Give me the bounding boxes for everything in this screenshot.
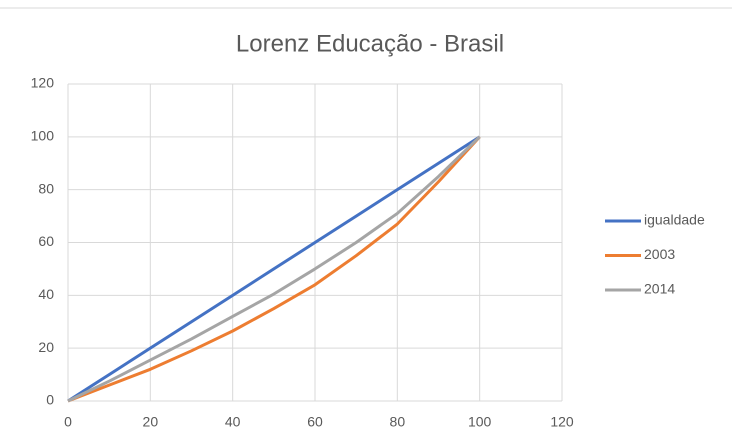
x-tick-label: 20 bbox=[143, 414, 159, 430]
series-line bbox=[67, 135, 481, 403]
y-tick-label: 80 bbox=[38, 180, 54, 196]
x-tick-label: 100 bbox=[468, 414, 492, 430]
legend-label: 2014 bbox=[644, 281, 675, 297]
legend-label: igualdade bbox=[644, 212, 705, 228]
x-tick-label: 80 bbox=[390, 414, 406, 430]
y-tick-label: 0 bbox=[46, 392, 54, 408]
chart-title: Lorenz Educação - Brasil bbox=[236, 30, 504, 57]
y-tick-label: 120 bbox=[31, 75, 55, 91]
y-tick-label: 60 bbox=[38, 233, 54, 249]
x-tick-label: 60 bbox=[307, 414, 323, 430]
y-tick-label: 40 bbox=[38, 286, 54, 302]
x-tick-label: 0 bbox=[64, 414, 72, 430]
legend-label: 2003 bbox=[644, 246, 675, 262]
series-line bbox=[67, 135, 481, 403]
y-tick-label: 100 bbox=[31, 128, 55, 144]
x-tick-label: 40 bbox=[225, 414, 241, 430]
x-tick-label: 120 bbox=[550, 414, 574, 430]
y-tick-label: 20 bbox=[38, 339, 54, 355]
series-line bbox=[67, 135, 481, 403]
